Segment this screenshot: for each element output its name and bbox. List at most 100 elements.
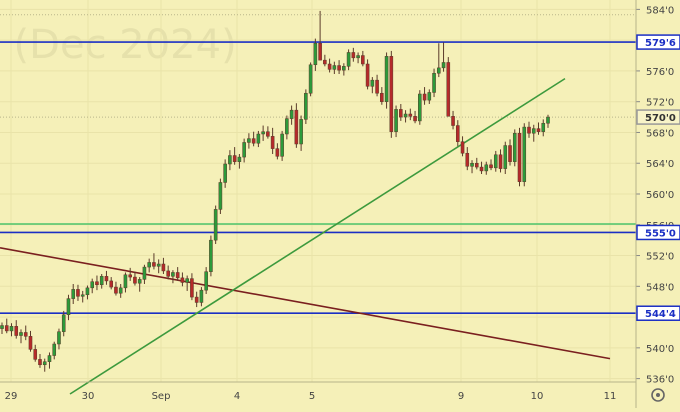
y-axis-panel: [636, 0, 680, 408]
candle-body: [99, 276, 104, 286]
candle-body: [218, 182, 223, 210]
candle-body: [33, 349, 38, 360]
candle-body: [52, 343, 57, 356]
price-label-box: [636, 109, 680, 125]
candle-body: [142, 266, 147, 280]
candle-body: [204, 271, 208, 291]
price-label-box: [636, 305, 680, 321]
candle-body: [209, 239, 213, 272]
x-tick-label: Sep: [152, 391, 171, 402]
candle-body: [541, 122, 546, 132]
candle-body: [489, 164, 493, 169]
y-tick-label: 576'0: [646, 67, 674, 78]
candle-body: [275, 148, 280, 157]
price-label-text: 570'0: [645, 113, 676, 124]
candle-body: [76, 289, 80, 297]
candle-body: [128, 274, 132, 278]
candle-body: [384, 56, 389, 102]
candle-body: [9, 326, 14, 332]
candle-body: [190, 278, 194, 298]
candle-body: [156, 263, 161, 267]
candle-body: [71, 289, 76, 299]
candle-body: [394, 109, 398, 132]
candle-body: [342, 66, 346, 71]
settings-gear-icon[interactable]: [651, 388, 665, 402]
candle-body: [232, 155, 237, 162]
candle-body: [308, 64, 313, 94]
candle-body: [0, 325, 4, 329]
candle-body: [517, 132, 522, 182]
candle-body: [413, 116, 417, 122]
y-tick-label: 552'0: [646, 252, 674, 263]
candle-body: [536, 128, 541, 132]
candle-body: [152, 262, 156, 267]
candle-body: [114, 286, 118, 294]
candle-body: [327, 63, 332, 70]
price-label-box: [636, 224, 680, 241]
candle-body: [47, 355, 52, 362]
candle-body: [66, 298, 71, 316]
candle-body: [465, 152, 470, 167]
candle-body: [498, 154, 503, 169]
candle-body: [422, 93, 427, 101]
candle-body: [546, 116, 550, 124]
candle-body: [280, 133, 284, 157]
candle-body: [261, 131, 265, 135]
candle-body: [512, 132, 517, 162]
y-tick-label: 540'0: [646, 344, 674, 355]
candle-body: [104, 276, 109, 282]
candle-body: [285, 118, 289, 135]
price-labels: 579'6 570'0 555'0 544'4: [636, 34, 680, 321]
candle-body: [346, 52, 351, 67]
candle-body: [123, 274, 128, 289]
candle-body: [351, 52, 356, 59]
candle-body: [455, 125, 460, 142]
candle-body: [171, 272, 175, 277]
candle-body: [299, 119, 303, 145]
candle-body: [408, 113, 413, 117]
candle-body: [365, 63, 370, 87]
candle-body: [313, 42, 318, 66]
candle-body: [437, 67, 441, 74]
x-tick-label: 4: [234, 391, 240, 402]
candle-body: [199, 289, 204, 303]
candle-body: [80, 294, 85, 297]
candle-body: [185, 278, 189, 283]
candle-body: [474, 162, 479, 168]
trendline: [69, 77, 566, 395]
candle-body: [493, 154, 498, 169]
y-tick-label: 548'0: [646, 282, 674, 293]
y-tick-label: 584'0: [646, 5, 674, 16]
candle-body: [375, 79, 379, 94]
candle-body: [527, 126, 531, 134]
candle-body: [4, 325, 9, 332]
candle-body: [133, 276, 137, 284]
price-label-text: 555'0: [645, 228, 676, 239]
candle-body: [228, 155, 232, 165]
candle-body: [337, 65, 341, 71]
horizontal-levels: [0, 14, 636, 315]
y-tick-label: 564'0: [646, 159, 674, 170]
candle-body: [361, 55, 365, 65]
y-tick-label: 568'0: [646, 128, 674, 139]
candle-body: [23, 332, 28, 337]
candle-body: [266, 131, 270, 137]
candle-body: [484, 164, 489, 172]
candle-body: [304, 92, 308, 120]
candle-body: [90, 281, 95, 289]
candle-body: [432, 72, 436, 93]
candle-body: [323, 59, 327, 65]
y-tick-label: 572'0: [646, 98, 674, 109]
candle-body: [356, 55, 360, 59]
trendlines: [0, 77, 611, 395]
x-tick-label: 30: [82, 391, 95, 402]
candle-body: [256, 133, 261, 144]
candle-body: [479, 166, 484, 172]
candle-body: [137, 279, 142, 284]
candle-body: [38, 359, 42, 366]
candle-body: [42, 361, 47, 366]
candle-body: [370, 79, 375, 87]
candle-body: [242, 142, 246, 158]
